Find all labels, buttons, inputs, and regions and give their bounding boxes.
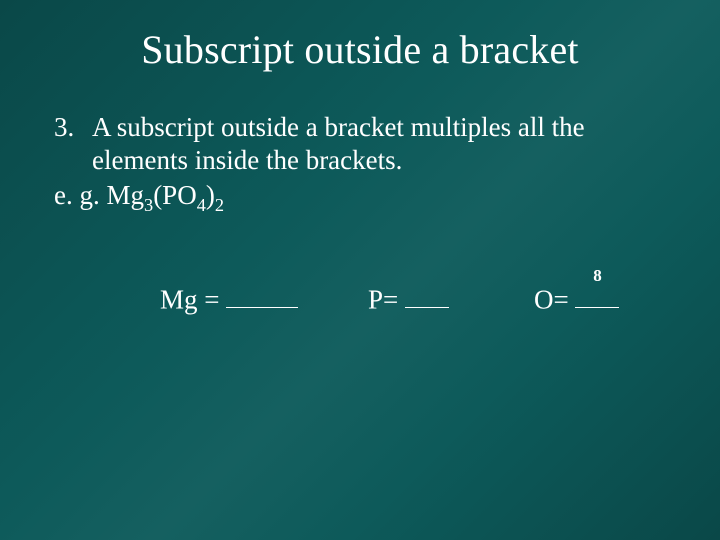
mg-blank bbox=[226, 283, 298, 309]
formula-sub-2: 4 bbox=[197, 195, 206, 215]
p-blank bbox=[405, 283, 449, 309]
mg-label: Mg = bbox=[160, 284, 226, 314]
p-label: P= bbox=[368, 284, 405, 314]
rule-line-1: A subscript outside a bracket multiples … bbox=[92, 111, 585, 144]
example-line: e. g. Mg3(PO4)2 bbox=[54, 179, 666, 216]
formula-sub-3: 2 bbox=[215, 195, 224, 215]
rule-line-2: elements inside the brackets. bbox=[92, 144, 666, 177]
o-blank: 8 bbox=[575, 283, 619, 309]
slide-title: Subscript outside a bracket bbox=[54, 26, 666, 73]
answer-row: Mg = P= O= 8 bbox=[106, 250, 666, 349]
o-cell: O= 8 bbox=[480, 250, 619, 349]
o-label: O= bbox=[534, 284, 575, 314]
slide: Subscript outside a bracket 3. A subscri… bbox=[0, 0, 720, 540]
formula-pre: Mg bbox=[106, 180, 144, 210]
numbered-item: 3. A subscript outside a bracket multipl… bbox=[54, 111, 666, 144]
formula-mid: (PO bbox=[153, 180, 197, 210]
example-prefix: e. g. bbox=[54, 180, 106, 210]
p-cell: P= bbox=[314, 250, 480, 349]
chemical-formula: Mg3(PO4)2 bbox=[106, 180, 224, 210]
formula-sub-1: 3 bbox=[144, 195, 153, 215]
mg-cell: Mg = bbox=[106, 250, 314, 349]
formula-close: ) bbox=[206, 180, 215, 210]
item-number: 3. bbox=[54, 111, 92, 144]
o-value: 8 bbox=[575, 266, 619, 287]
body-content: 3. A subscript outside a bracket multipl… bbox=[54, 111, 666, 349]
